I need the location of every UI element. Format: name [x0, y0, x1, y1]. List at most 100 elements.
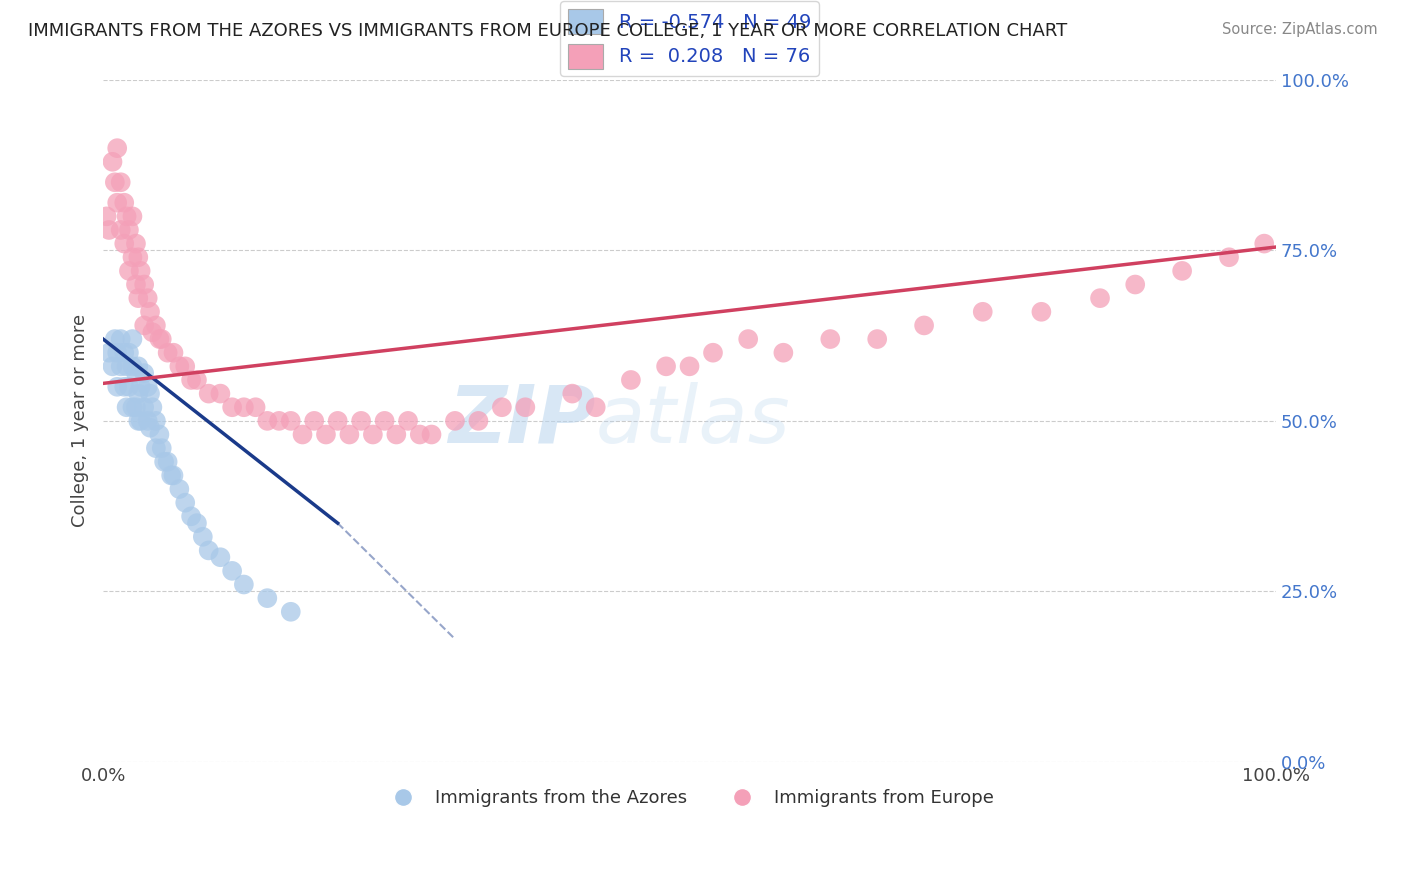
Point [101, 359, 124, 374]
Point [156, 455, 179, 469]
Point [444, 414, 467, 428]
Point [105, 380, 128, 394]
Point [112, 195, 135, 210]
Point [280, 605, 302, 619]
Point [129, 414, 152, 428]
Point [129, 380, 152, 394]
Point [280, 414, 302, 428]
Point [127, 359, 149, 374]
Point [104, 332, 127, 346]
Point [191, 530, 214, 544]
Point [467, 414, 489, 428]
Point [420, 427, 443, 442]
Point [134, 318, 156, 333]
Point [127, 250, 149, 264]
Point [1253, 236, 1275, 251]
Point [136, 414, 159, 428]
Point [702, 345, 724, 359]
Point [148, 427, 170, 442]
Point [156, 345, 179, 359]
Point [209, 550, 232, 565]
Point [315, 427, 337, 442]
Point [136, 291, 159, 305]
Point [162, 345, 184, 359]
Point [409, 427, 432, 442]
Point [655, 359, 678, 374]
Point [98, 223, 121, 237]
Point [139, 305, 162, 319]
Point [153, 455, 176, 469]
Point [232, 577, 254, 591]
Point [620, 373, 643, 387]
Point [820, 332, 842, 346]
Point [174, 359, 197, 374]
Point [180, 509, 202, 524]
Point [118, 380, 141, 394]
Point [972, 305, 994, 319]
Point [110, 359, 132, 374]
Point [110, 175, 132, 189]
Point [112, 236, 135, 251]
Point [339, 427, 361, 442]
Point [121, 332, 143, 346]
Point [186, 373, 208, 387]
Point [737, 332, 759, 346]
Point [291, 427, 314, 442]
Point [912, 318, 935, 333]
Point [112, 345, 135, 359]
Point [396, 414, 419, 428]
Point [150, 332, 173, 346]
Point [134, 277, 156, 292]
Point [127, 386, 149, 401]
Point [125, 236, 148, 251]
Point [96, 210, 118, 224]
Point [361, 427, 384, 442]
Point [1218, 250, 1240, 264]
Point [232, 401, 254, 415]
Point [139, 386, 162, 401]
Point [134, 366, 156, 380]
Text: IMMIGRANTS FROM THE AZORES VS IMMIGRANTS FROM EUROPE COLLEGE, 1 YEAR OR MORE COR: IMMIGRANTS FROM THE AZORES VS IMMIGRANTS… [28, 22, 1067, 40]
Point [101, 154, 124, 169]
Point [1088, 291, 1111, 305]
Point [112, 380, 135, 394]
Text: Source: ZipAtlas.com: Source: ZipAtlas.com [1222, 22, 1378, 37]
Point [118, 223, 141, 237]
Point [180, 373, 202, 387]
Point [136, 380, 159, 394]
Point [374, 414, 396, 428]
Point [221, 401, 243, 415]
Point [326, 414, 349, 428]
Point [127, 291, 149, 305]
Point [169, 359, 191, 374]
Point [121, 250, 143, 264]
Point [105, 141, 128, 155]
Point [118, 345, 141, 359]
Point [121, 359, 143, 374]
Point [866, 332, 889, 346]
Point [350, 414, 373, 428]
Point [127, 414, 149, 428]
Point [125, 366, 148, 380]
Text: ZIP: ZIP [449, 382, 596, 460]
Point [491, 401, 513, 415]
Point [1123, 277, 1146, 292]
Point [105, 345, 128, 359]
Point [125, 401, 148, 415]
Point [141, 325, 163, 339]
Point [197, 386, 219, 401]
Point [385, 427, 408, 442]
Point [134, 401, 156, 415]
Point [1031, 305, 1053, 319]
Point [256, 591, 278, 606]
Text: atlas: atlas [596, 382, 790, 460]
Point [169, 482, 191, 496]
Point [139, 420, 162, 434]
Point [162, 468, 184, 483]
Point [110, 332, 132, 346]
Point [302, 414, 325, 428]
Point [141, 401, 163, 415]
Point [118, 264, 141, 278]
Point [772, 345, 794, 359]
Point [129, 264, 152, 278]
